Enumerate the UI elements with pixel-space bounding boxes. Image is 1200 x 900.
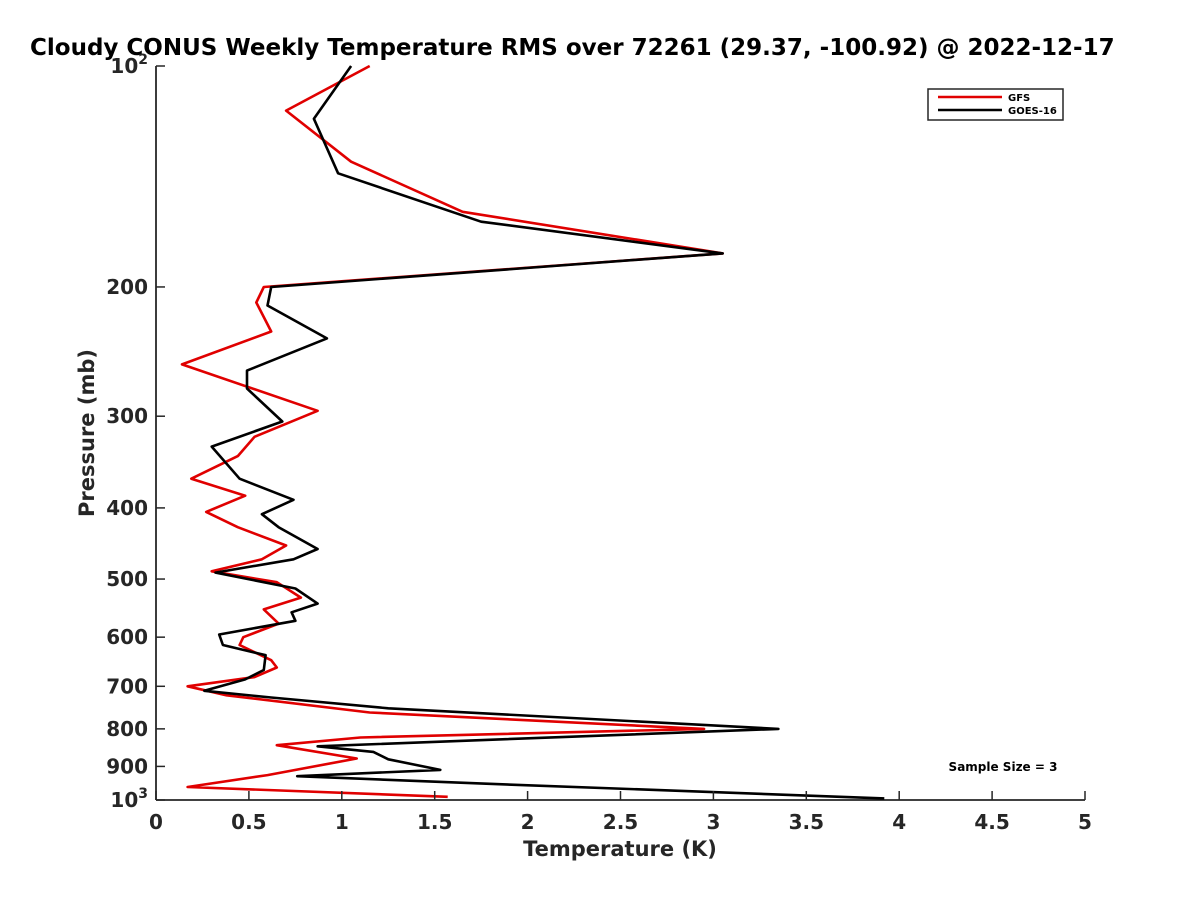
x-tick-label: 2.5 xyxy=(603,810,638,834)
x-tick-label: 3 xyxy=(706,810,720,834)
y-tick-label: 103 xyxy=(110,786,148,812)
x-axis-label: Temperature (K) xyxy=(523,837,717,861)
legend: GFS GOES-16 xyxy=(927,88,1064,121)
y-tick-label: 102 xyxy=(110,52,148,78)
y-axis-ticks: 102 200 300 400 500 600 700 800 900 103 xyxy=(106,52,165,812)
x-tick-label: 0.5 xyxy=(231,810,266,834)
chart-title: Cloudy CONUS Weekly Temperature RMS over… xyxy=(30,35,1115,61)
legend-box xyxy=(927,88,1064,121)
series-line-goes-16 xyxy=(203,65,885,800)
y-tick-label: 800 xyxy=(106,717,148,741)
x-tick-label: 1 xyxy=(335,810,349,834)
x-axis-ticks: 0 0.5 1 1.5 2 2.5 3 3.5 4 4.5 5 xyxy=(149,791,1092,834)
y-axis-label: Pressure (mb) xyxy=(75,349,99,517)
plot-area xyxy=(155,66,1085,801)
x-tick-label: 4.5 xyxy=(974,810,1009,834)
y-tick-label: 300 xyxy=(106,404,148,428)
y-tick-label: 200 xyxy=(106,275,148,299)
y-tick-label: 700 xyxy=(106,674,148,698)
x-tick-label: 4 xyxy=(892,810,906,834)
x-tick-label: 5 xyxy=(1078,810,1092,834)
x-tick-label: 1.5 xyxy=(417,810,452,834)
series-line-gfs xyxy=(180,64,725,799)
y-tick-label: 600 xyxy=(106,625,148,649)
x-tick-label: 3.5 xyxy=(789,810,824,834)
y-tick-label: 400 xyxy=(106,496,148,520)
legend-label-goes-16: GOES-16 xyxy=(1008,106,1057,117)
sample-size-annotation: Sample Size = 3 xyxy=(949,760,1058,774)
x-tick-label: 2 xyxy=(521,810,535,834)
y-tick-label: 500 xyxy=(106,567,148,591)
x-tick-label: 0 xyxy=(149,810,163,834)
y-tick-label: 900 xyxy=(106,754,148,778)
legend-label-gfs: GFS xyxy=(1008,93,1030,104)
series-layer xyxy=(180,64,885,800)
